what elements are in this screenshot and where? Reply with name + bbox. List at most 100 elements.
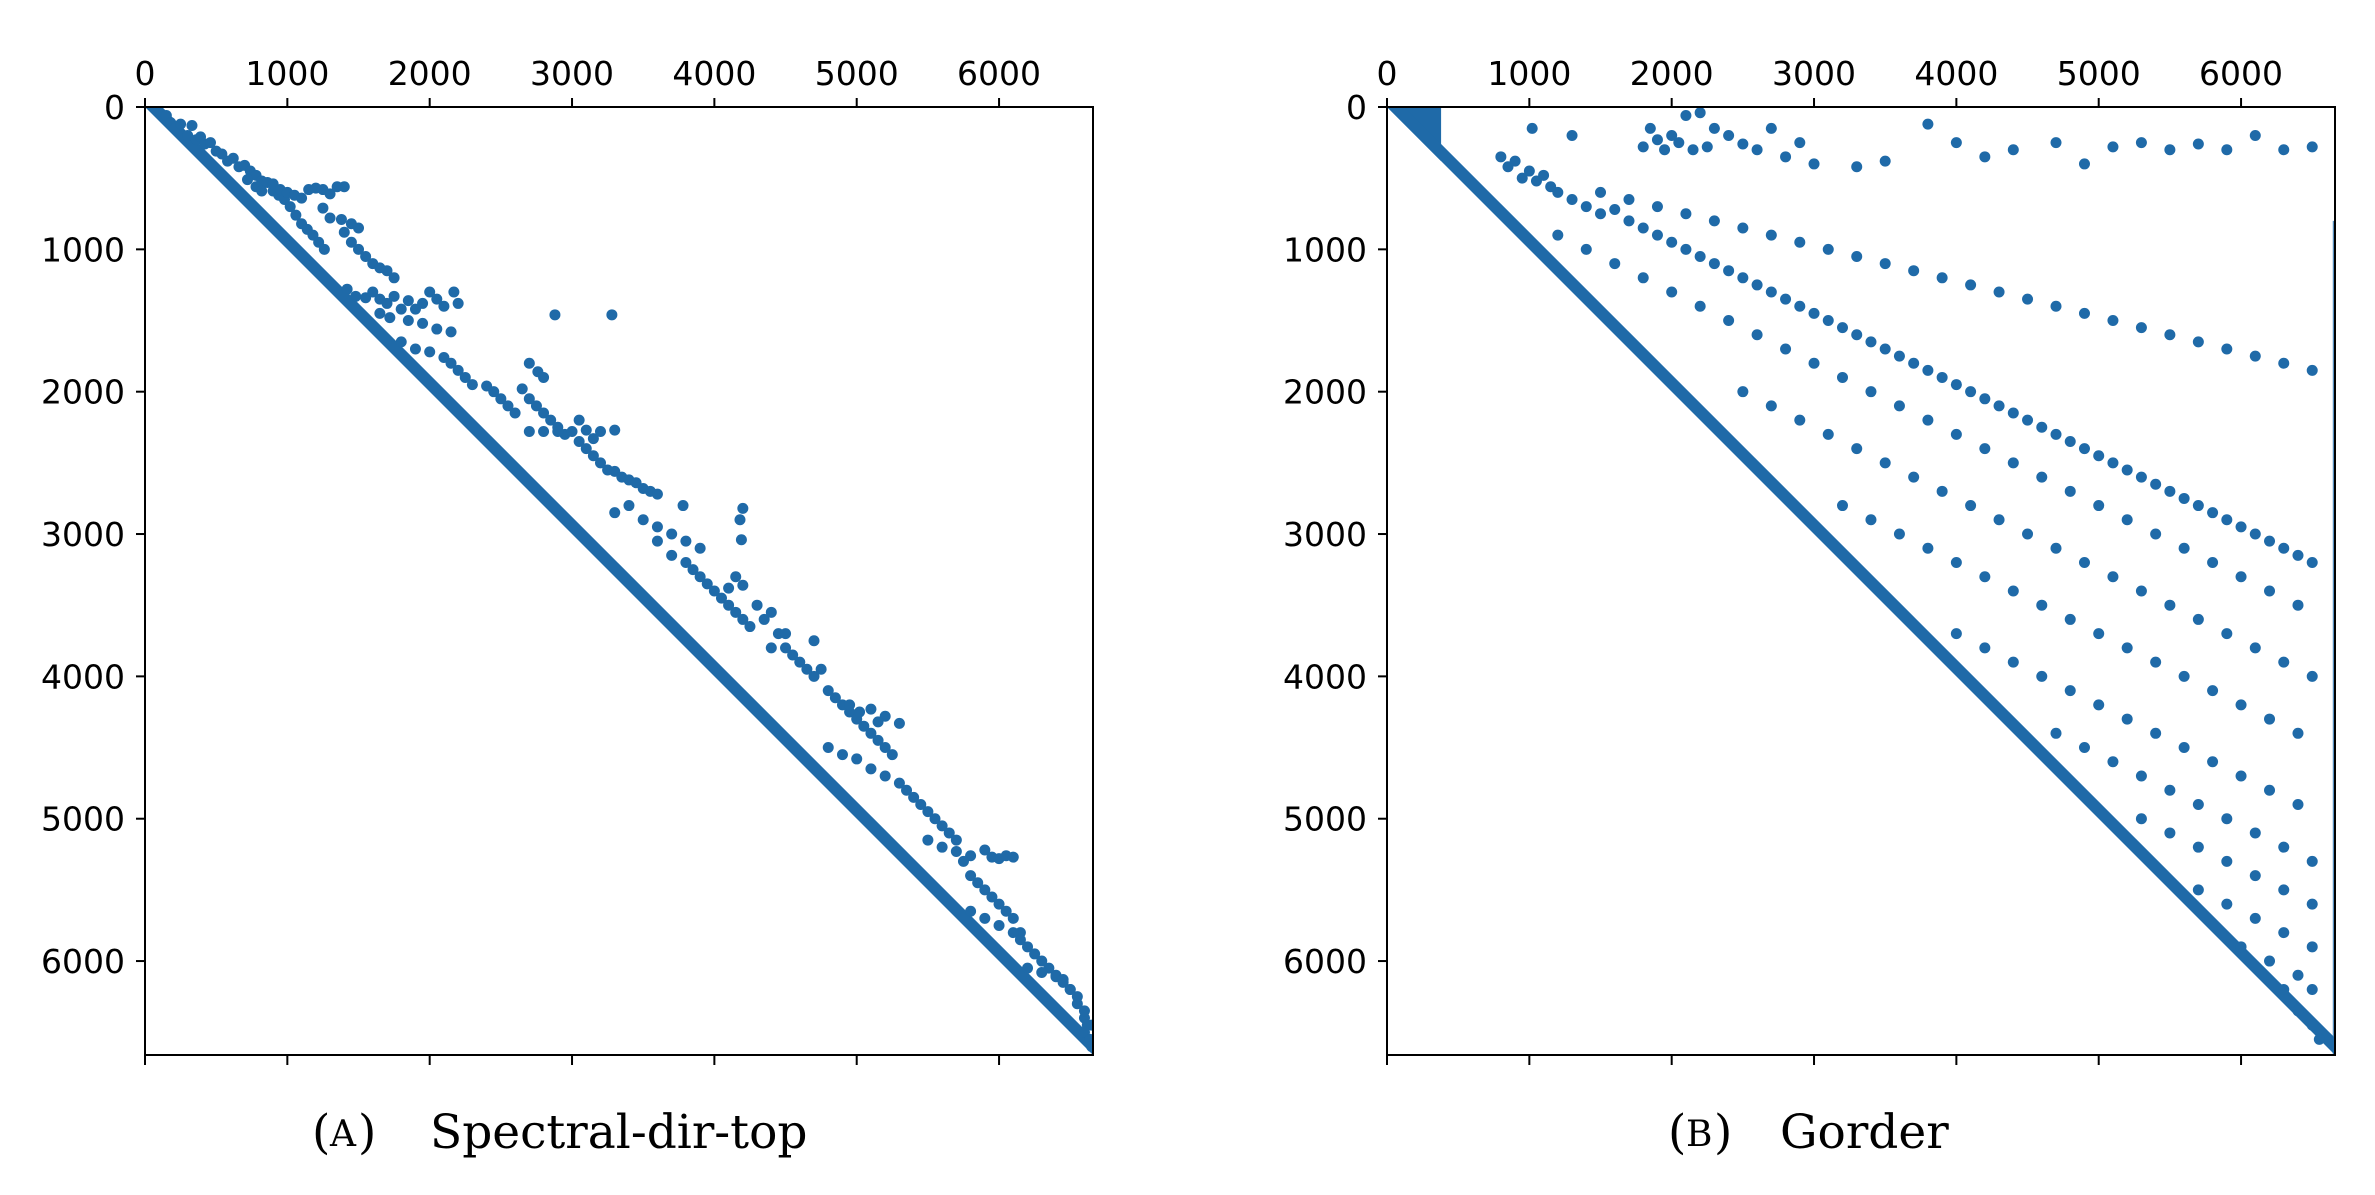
- scatter-point: [1780, 151, 1792, 163]
- scatter-point: [1687, 144, 1699, 156]
- scatter-point: [402, 315, 414, 327]
- scatter-point: [1993, 514, 2005, 526]
- scatter-point: [723, 582, 735, 594]
- scatter-point: [2306, 364, 2318, 376]
- scatter-point: [324, 212, 336, 224]
- scatter-point: [609, 507, 621, 519]
- scatter-point: [438, 300, 450, 312]
- scatter-point: [936, 841, 948, 853]
- scatter-point: [2135, 585, 2147, 597]
- scatter-point: [1071, 991, 1083, 1003]
- x-tick-label: 3000: [530, 54, 614, 93]
- scatter-point: [2178, 670, 2190, 682]
- scatter-point: [701, 578, 713, 590]
- scatter-point: [694, 542, 706, 554]
- scatter-point: [1723, 129, 1735, 141]
- scatter-point: [2007, 585, 2019, 597]
- diagonal-band: [1387, 107, 2335, 1055]
- scatter-point: [1794, 300, 1806, 312]
- y-tick-label: 6000: [1283, 942, 1367, 981]
- scatter-point: [2078, 556, 2090, 568]
- scatter-point: [549, 309, 561, 321]
- scatter-point: [516, 383, 528, 395]
- scatter-point: [694, 571, 706, 583]
- scatter-point: [1751, 329, 1763, 341]
- y-tick-label: 5000: [41, 800, 125, 839]
- scatter-point: [594, 426, 606, 438]
- scatter-point: [2078, 158, 2090, 170]
- scatter-point: [2264, 955, 2276, 967]
- scatter-point: [872, 716, 884, 728]
- scatter-point: [1566, 129, 1578, 141]
- scatter-point: [1651, 229, 1663, 241]
- scatter-point: [1979, 642, 1991, 654]
- scatter-point: [2192, 500, 2204, 512]
- scatter-point: [1879, 258, 1891, 270]
- scatter-point: [666, 549, 678, 561]
- scatter-point: [651, 521, 663, 533]
- scatter-point: [417, 297, 429, 309]
- scatter-point: [758, 613, 770, 625]
- scatter-point: [1794, 236, 1806, 248]
- scatter-point: [651, 535, 663, 547]
- scatter-point: [893, 717, 905, 729]
- x-tick-label: 4000: [672, 54, 756, 93]
- scatter-point: [865, 763, 877, 775]
- scatter-point: [341, 283, 353, 295]
- scatter-point: [1936, 371, 1948, 383]
- scatter-point: [680, 556, 692, 568]
- y-tick-label: 2000: [1283, 373, 1367, 412]
- scatter-point: [794, 656, 806, 668]
- scatter-point: [1879, 457, 1891, 469]
- scatter-point: [2164, 485, 2176, 497]
- scatter-point: [1879, 155, 1891, 167]
- scatter-point: [1865, 336, 1877, 348]
- scatter-point: [1765, 122, 1777, 134]
- x-tick-label: 3000: [1772, 54, 1856, 93]
- scatter-point: [979, 912, 991, 924]
- scatter-point: [335, 213, 347, 225]
- panel-b-gorder: 0 1000 2000 3000 4000 5000 6000 0 1000 2000 3000 4…: [1283, 54, 2336, 1160]
- scatter-point: [2093, 628, 2105, 640]
- scatter-point: [2292, 599, 2304, 611]
- scatter-point: [175, 118, 187, 130]
- scatter-point: [552, 426, 564, 438]
- scatter-point: [2050, 727, 2062, 739]
- scatter-point: [345, 236, 357, 248]
- panel-a-y-ticks: 0 1000 2000 3000 4000 5000 6000: [41, 88, 145, 981]
- panel-a-caption-letter: A: [329, 1114, 357, 1155]
- scatter-point: [2235, 521, 2247, 533]
- scatter-point: [2107, 141, 2119, 153]
- scatter-point: [1666, 286, 1678, 298]
- scatter-point: [1029, 948, 1041, 960]
- scatter-point: [734, 514, 746, 526]
- scatter-point: [388, 272, 400, 284]
- scatter-point: [1893, 350, 1905, 362]
- scatter-point: [730, 606, 742, 618]
- scatter-point: [2150, 478, 2162, 490]
- scatter-point: [2192, 138, 2204, 150]
- panel-a-marks: [145, 107, 1093, 1055]
- scatter-point: [1036, 966, 1048, 978]
- scatter-point: [509, 407, 521, 419]
- scatter-point: [780, 628, 792, 640]
- scatter-point: [2093, 450, 2105, 462]
- y-tick-label: 3000: [1283, 515, 1367, 554]
- scatter-point: [1865, 514, 1877, 526]
- scatter-point: [1007, 912, 1019, 924]
- scatter-point: [1623, 194, 1635, 206]
- scatter-point: [1651, 201, 1663, 213]
- scatter-point: [381, 265, 393, 277]
- y-tick-label: 2000: [41, 373, 125, 412]
- scatter-point: [495, 393, 507, 405]
- scatter-point: [1086, 1040, 1093, 1052]
- scatter-point: [851, 753, 863, 765]
- scatter-point: [901, 784, 913, 796]
- scatter-point: [1836, 322, 1848, 334]
- scatter-point: [2064, 436, 2076, 448]
- scatter-point: [1637, 222, 1649, 234]
- scatter-point: [836, 749, 848, 761]
- scatter-point: [1936, 272, 1948, 284]
- scatter-point: [538, 371, 550, 383]
- scatter-point: [908, 791, 920, 803]
